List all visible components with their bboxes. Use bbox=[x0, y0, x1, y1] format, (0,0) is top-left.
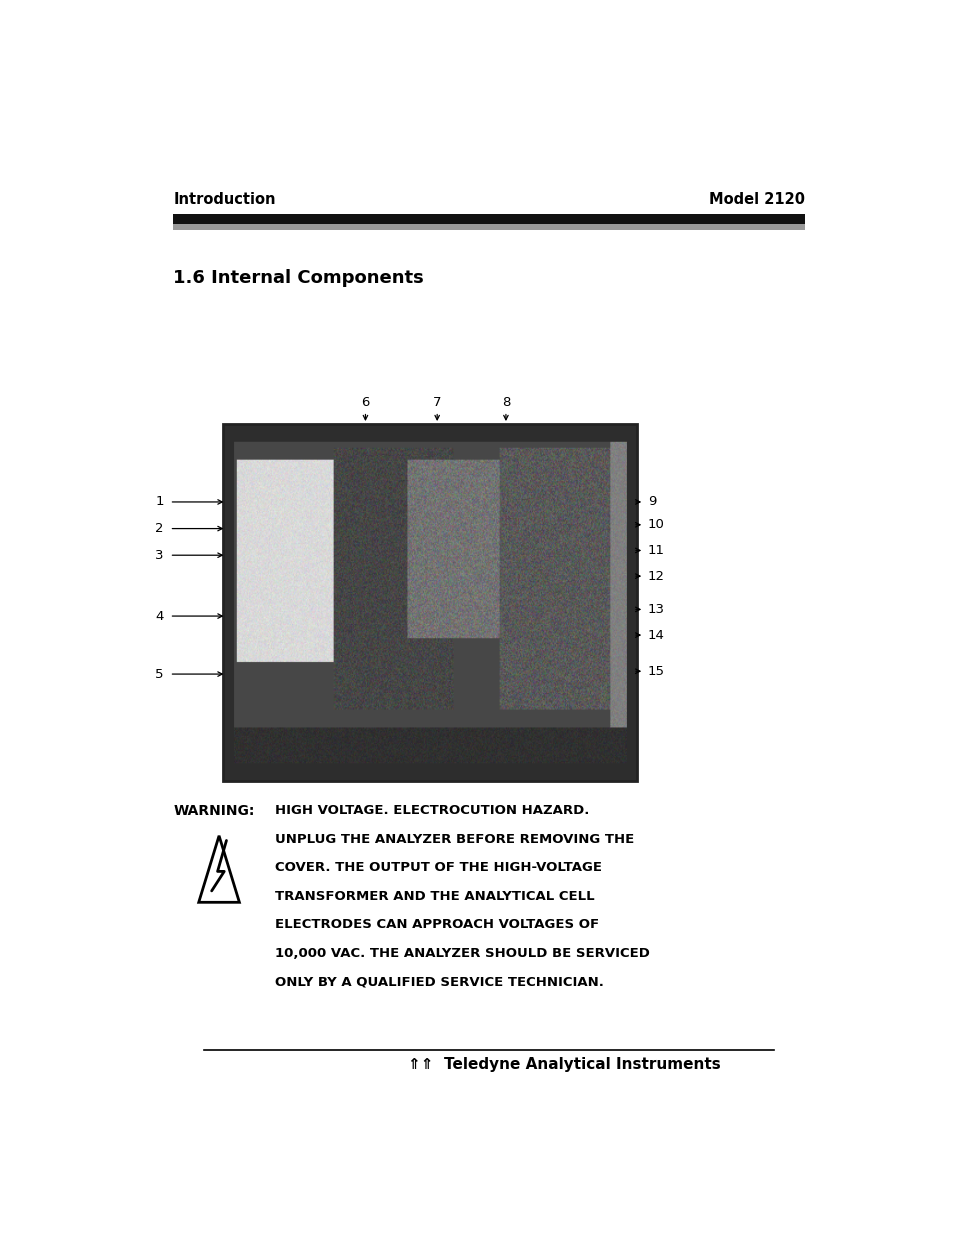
Text: 7: 7 bbox=[433, 395, 441, 409]
Text: ⇑⇑  Teledyne Analytical Instruments: ⇑⇑ Teledyne Analytical Instruments bbox=[407, 1057, 720, 1072]
Text: UNPLUG THE ANALYZER BEFORE REMOVING THE: UNPLUG THE ANALYZER BEFORE REMOVING THE bbox=[274, 832, 633, 846]
Text: 2: 2 bbox=[155, 522, 164, 535]
Text: 10,000 VAC. THE ANALYZER SHOULD BE SERVICED: 10,000 VAC. THE ANALYZER SHOULD BE SERVI… bbox=[274, 947, 649, 960]
Bar bbox=[222, 424, 637, 781]
Bar bbox=[173, 214, 804, 225]
Text: COVER. THE OUTPUT OF THE HIGH-VOLTAGE: COVER. THE OUTPUT OF THE HIGH-VOLTAGE bbox=[274, 862, 601, 874]
Text: Introduction: Introduction bbox=[173, 191, 275, 206]
Text: 8: 8 bbox=[501, 395, 510, 409]
Text: 1: 1 bbox=[155, 495, 164, 509]
Text: 11: 11 bbox=[647, 543, 664, 557]
Text: 5: 5 bbox=[155, 668, 164, 680]
Text: 4: 4 bbox=[155, 610, 164, 622]
Text: 15: 15 bbox=[647, 664, 664, 678]
Text: 1.6 Internal Components: 1.6 Internal Components bbox=[173, 269, 423, 287]
Bar bbox=[173, 225, 804, 230]
Text: 3: 3 bbox=[155, 548, 164, 562]
Text: TRANSFORMER AND THE ANALYTICAL CELL: TRANSFORMER AND THE ANALYTICAL CELL bbox=[274, 890, 594, 903]
Text: Model 2120: Model 2120 bbox=[709, 191, 804, 206]
Text: 10: 10 bbox=[647, 519, 664, 531]
Text: 13: 13 bbox=[647, 603, 664, 616]
Text: ELECTRODES CAN APPROACH VOLTAGES OF: ELECTRODES CAN APPROACH VOLTAGES OF bbox=[274, 919, 598, 931]
Text: WARNING:: WARNING: bbox=[173, 804, 254, 819]
Text: HIGH VOLTAGE. ELECTROCUTION HAZARD.: HIGH VOLTAGE. ELECTROCUTION HAZARD. bbox=[274, 804, 588, 818]
Text: 9: 9 bbox=[647, 495, 656, 509]
Text: 12: 12 bbox=[647, 569, 664, 583]
Text: 6: 6 bbox=[361, 395, 369, 409]
Text: 14: 14 bbox=[647, 629, 664, 642]
Text: ONLY BY A QUALIFIED SERVICE TECHNICIAN.: ONLY BY A QUALIFIED SERVICE TECHNICIAN. bbox=[274, 976, 602, 988]
